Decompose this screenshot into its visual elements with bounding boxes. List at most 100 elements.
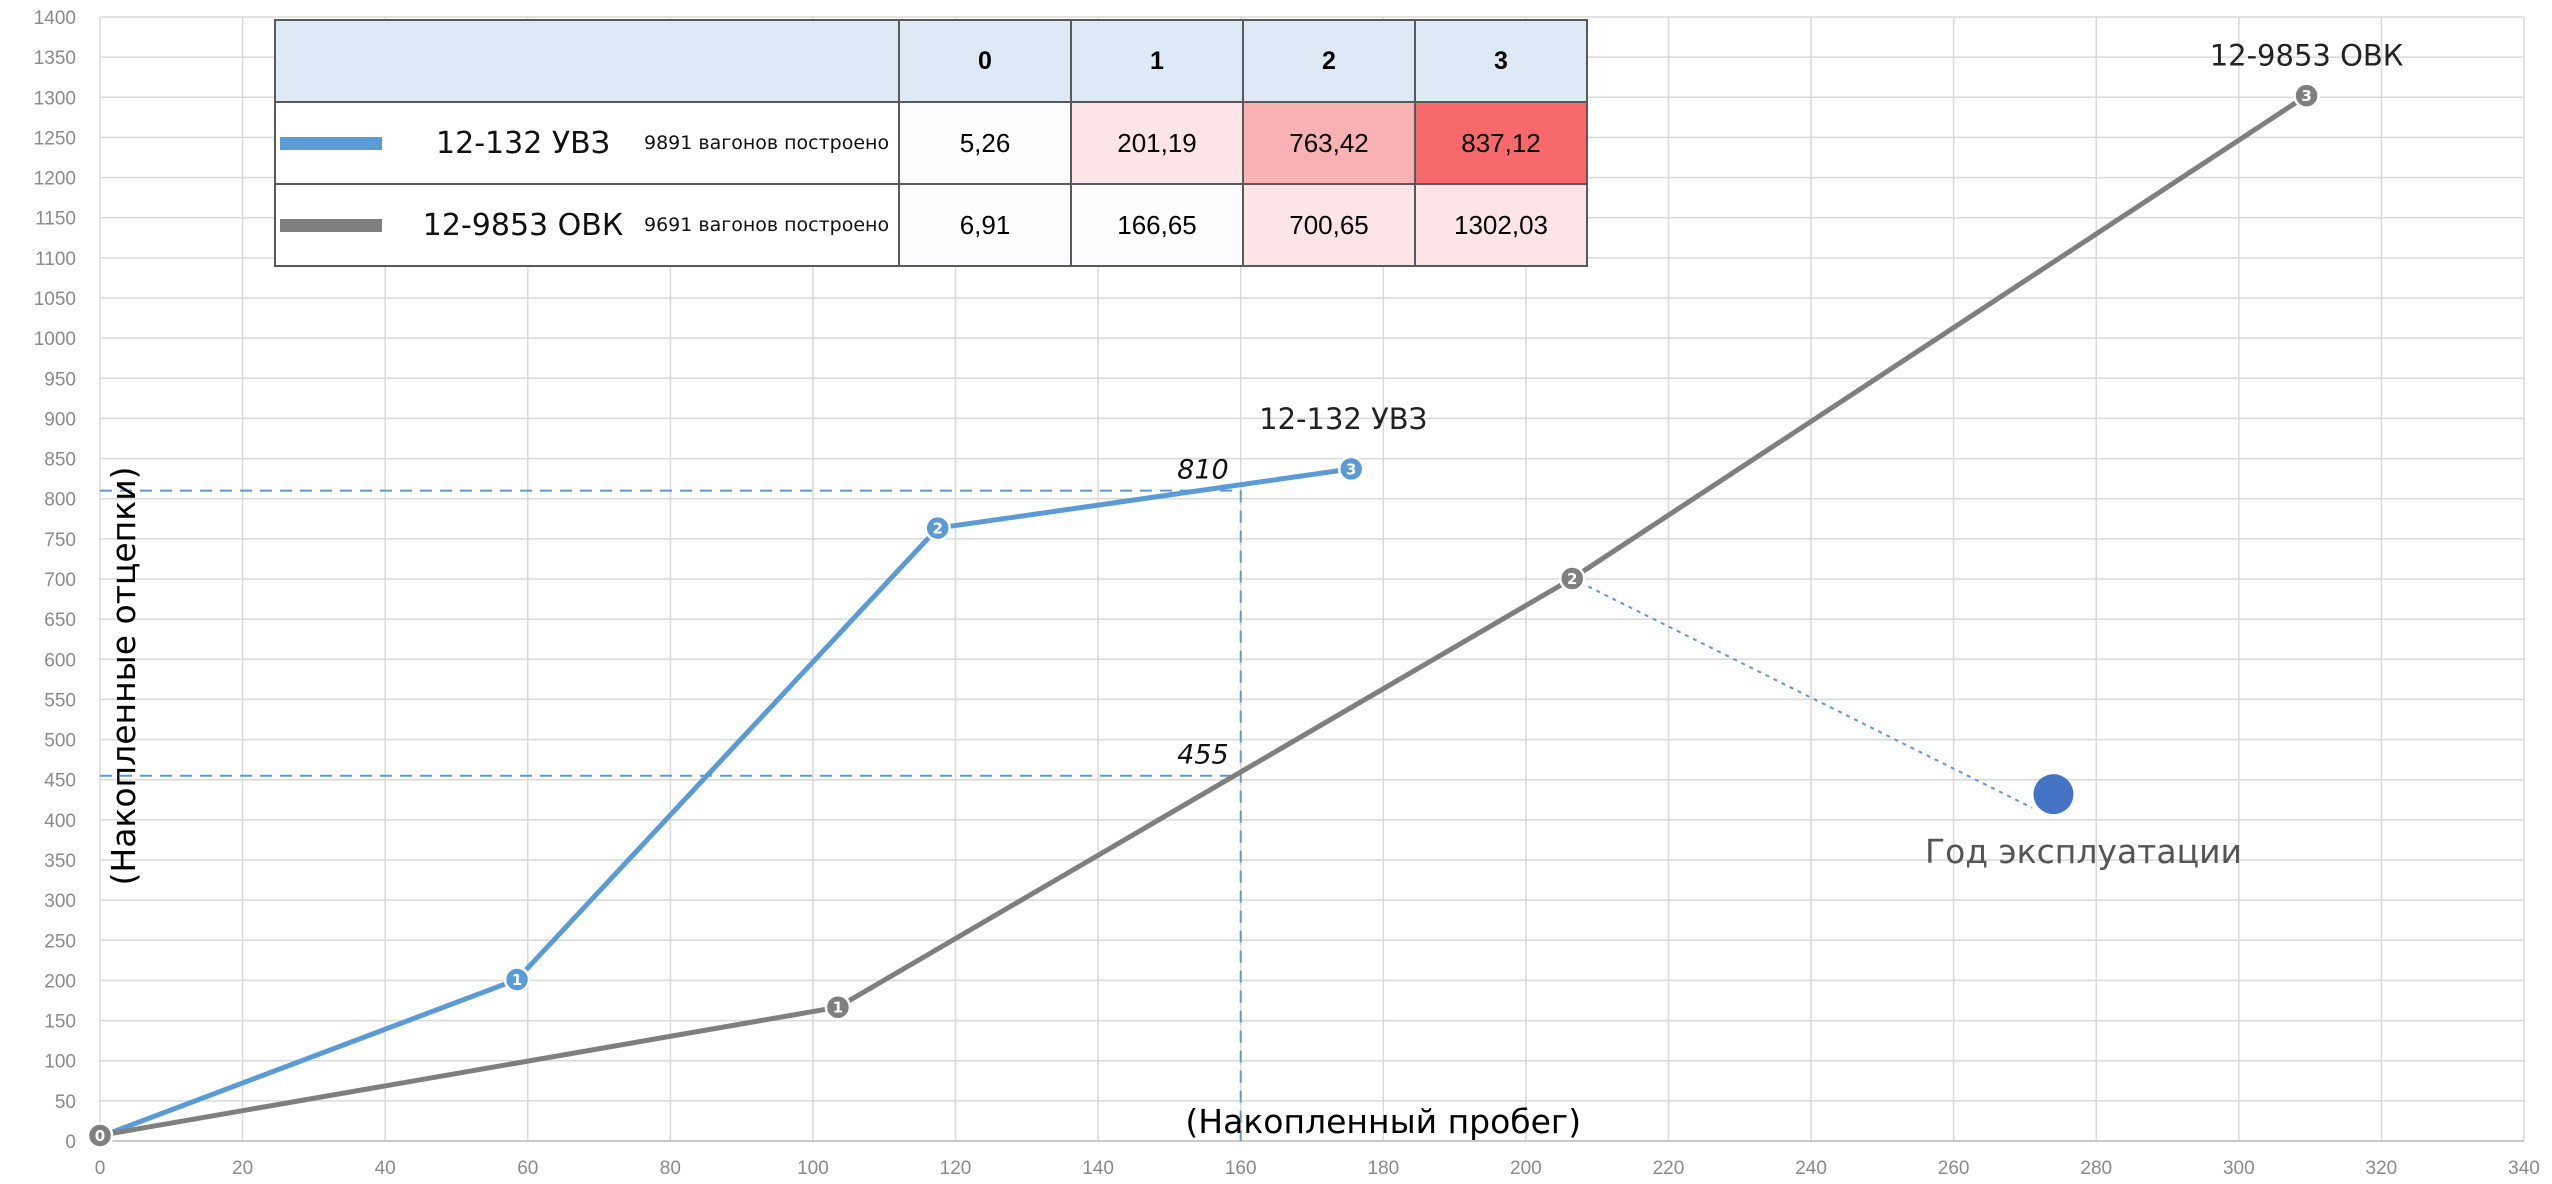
x-tick-label: 220	[1653, 1158, 1685, 1179]
year-marker-dot	[2033, 774, 2074, 815]
y-tick-label: 500	[44, 731, 76, 752]
series-name: 12-132 УВЗ	[436, 125, 610, 161]
x-tick-label: 60	[517, 1158, 538, 1179]
data-point-label: 0	[95, 1127, 105, 1145]
table-cell: 1302,03	[1414, 183, 1588, 267]
y-tick-label: 50	[55, 1092, 76, 1113]
table-cell: 6,91	[898, 183, 1072, 267]
x-tick-label: 140	[1082, 1158, 1114, 1179]
x-tick-label: 200	[1510, 1158, 1542, 1179]
y-tick-label: 100	[44, 1052, 76, 1073]
data-point-label: 2	[932, 520, 942, 538]
y-tick-label: 1250	[34, 128, 76, 149]
y-tick-label: 150	[44, 1012, 76, 1033]
table-row: 12-9853 ОВК 9691 вагонов построено 6,91 …	[274, 183, 1588, 267]
y-tick-label: 0	[65, 1132, 76, 1153]
x-tick-label: 40	[375, 1158, 396, 1179]
x-tick-label: 0	[95, 1158, 106, 1179]
marker-pointer-line	[1571, 577, 2033, 809]
data-point	[86, 1122, 114, 1149]
reference-lines	[100, 489, 2033, 1141]
y-tick-label: 700	[44, 570, 76, 591]
y-tick-label: 750	[44, 530, 76, 551]
x-tick-label: 160	[1225, 1158, 1257, 1179]
y-tick-label: 250	[44, 931, 76, 952]
table-cell: 837,12	[1414, 101, 1588, 185]
series-swatch	[280, 136, 382, 150]
y-tick-label: 550	[44, 690, 76, 711]
y-tick-label: 1050	[34, 289, 76, 310]
table-series-cell: 12-132 УВЗ 9891 вагонов построено	[274, 101, 900, 185]
reference-value-label: 455	[1177, 740, 1229, 771]
y-tick-label: 400	[44, 811, 76, 832]
y-tick-label: 600	[44, 650, 76, 671]
x-tick-label: 300	[2223, 1158, 2255, 1179]
y-tick-label: 1000	[34, 329, 76, 350]
table-header-cell: 1	[1070, 19, 1244, 103]
table-cell: 763,42	[1242, 101, 1416, 185]
series-swatch	[280, 218, 382, 232]
x-tick-label: 180	[1367, 1158, 1399, 1179]
data-point	[824, 993, 852, 1021]
x-tick-label: 20	[232, 1158, 253, 1179]
y-tick-label: 900	[44, 409, 76, 430]
data-point-label: 2	[1567, 570, 1577, 588]
year-marker-label: Год эксплуатации	[1925, 832, 2242, 871]
table-cell: 700,65	[1242, 183, 1416, 267]
data-point-label: 3	[2301, 87, 2311, 105]
data-point-label: 1	[833, 999, 843, 1017]
series-line	[99, 93, 2308, 1138]
x-tick-label: 80	[660, 1158, 681, 1179]
x-tick-label: 340	[2508, 1158, 2540, 1179]
table-row: 12-132 УВЗ 9891 вагонов построено 5,26 2…	[274, 101, 1588, 185]
data-point	[924, 514, 951, 542]
y-tick-label: 1150	[35, 209, 76, 230]
y-tick-label: 300	[44, 891, 76, 912]
data-point	[1558, 565, 1586, 592]
data-table: 0 1 2 3 12-132 УВЗ 9891 вагонов построен…	[274, 19, 1588, 267]
y-tick-label: 350	[44, 851, 76, 872]
x-tick-label: 100	[797, 1158, 829, 1179]
table-cell: 166,65	[1070, 183, 1244, 267]
table-header-blank	[274, 19, 900, 103]
x-tick-label: 280	[2080, 1158, 2112, 1179]
series-end-label: 12-132 УВЗ	[1259, 402, 1427, 436]
y-tick-label: 850	[44, 450, 76, 471]
x-axis-title: (Накопленный пробег)	[1185, 1102, 1581, 1141]
data-point	[1337, 455, 1365, 483]
y-tick-label: 950	[44, 369, 76, 390]
y-tick-label: 650	[44, 610, 76, 631]
chart-labels: 810 455 12-132 УВЗ 12-9853 ОВК Год эксплуата…	[104, 39, 2404, 1141]
table-header-cell: 0	[898, 19, 1072, 103]
x-tick-label: 240	[1795, 1158, 1827, 1179]
series-end-label: 12-9853 ОВК	[2210, 39, 2404, 73]
built-count: 9891 вагонов построено	[644, 132, 890, 154]
y-tick-label: 450	[44, 771, 76, 792]
table-header-cell: 2	[1242, 19, 1416, 103]
table-header-row: 0 1 2 3	[274, 19, 1588, 103]
y-tick-label: 1350	[34, 48, 76, 69]
y-tick-label: 1100	[35, 249, 76, 270]
data-point	[2293, 82, 2320, 109]
reference-value-label: 810	[1177, 455, 1229, 486]
series-lines: 01230123	[86, 82, 2320, 1151]
y-tick-label: 200	[44, 971, 76, 992]
x-tick-label: 320	[2366, 1158, 2398, 1179]
series-name: 12-9853 ОВК	[422, 207, 624, 243]
table-series-cell: 12-9853 ОВК 9691 вагонов построено	[274, 183, 900, 267]
data-point-label: 1	[512, 971, 522, 989]
built-count: 9691 вагонов построено	[644, 214, 890, 236]
table-header-cell: 3	[1414, 19, 1588, 103]
y-tick-label: 1400	[34, 8, 76, 29]
series-line	[99, 466, 1352, 1140]
y-tick-label: 1300	[34, 88, 76, 109]
data-point-label: 3	[1346, 460, 1356, 478]
x-tick-label: 120	[940, 1158, 972, 1179]
table-cell: 5,26	[898, 101, 1072, 185]
y-tick-label: 800	[44, 490, 76, 511]
axis-ticks: 0501001502002503003504004505005506006507…	[34, 8, 2540, 1179]
table-cell: 201,19	[1070, 101, 1244, 185]
y-tick-label: 1200	[34, 169, 76, 190]
data-point	[503, 966, 531, 993]
